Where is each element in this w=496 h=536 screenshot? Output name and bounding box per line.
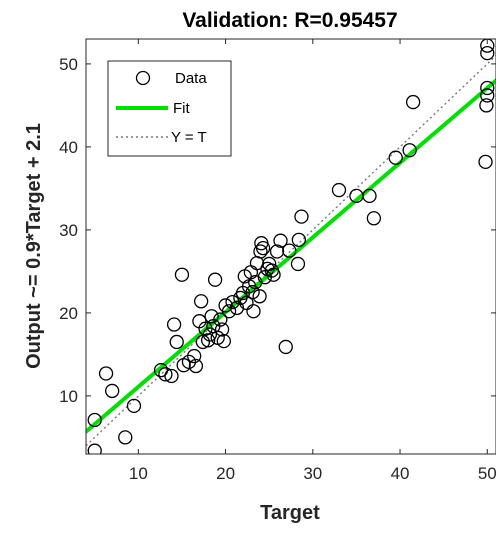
data-point [480, 88, 495, 103]
data-point [164, 368, 179, 384]
data-point [188, 358, 204, 374]
data-point [402, 143, 417, 158]
fit-line [86, 77, 496, 435]
data-point [290, 256, 306, 272]
data-point [480, 45, 495, 61]
data-point [480, 80, 495, 96]
data-point [266, 267, 281, 282]
data-points [87, 39, 495, 454]
data-point [294, 209, 309, 224]
data-point [388, 150, 403, 165]
data-point [405, 94, 421, 110]
data-point [202, 327, 218, 342]
legend-data-label: Data [175, 70, 207, 87]
plot-frame [85, 38, 496, 455]
data-point [200, 333, 216, 348]
data-point [478, 154, 493, 169]
data-point [98, 366, 114, 381]
x-tick-label: 50 [478, 464, 496, 483]
data-point [291, 232, 307, 248]
data-point [87, 443, 102, 454]
y-tick-label: 40 [59, 138, 78, 157]
data-point [362, 188, 377, 204]
data-point [216, 333, 231, 349]
data-point [204, 309, 219, 324]
data-point [87, 412, 102, 428]
data-point [253, 244, 268, 259]
y-tick-label: 30 [59, 221, 78, 240]
data-point [214, 322, 230, 337]
y-tick-label: 20 [59, 304, 78, 323]
data-point [158, 367, 173, 382]
x-tick-label: 30 [303, 464, 322, 483]
data-point [213, 312, 228, 327]
data-point [366, 211, 382, 226]
x-tick-label: 20 [216, 464, 235, 483]
x-tick-label: 40 [391, 464, 410, 483]
axis-ticks: 10 20 30 40 50 10 20 30 40 50 [59, 39, 496, 483]
data-point [126, 398, 142, 414]
data-point [187, 348, 202, 364]
data-point [239, 295, 254, 311]
y-axis-label: Output ~= 0.9*Target + 2.1 [23, 123, 45, 369]
data-point [246, 304, 261, 319]
data-point [479, 98, 494, 113]
data-point [278, 339, 293, 355]
data-point [118, 430, 133, 445]
legend-identity-label: Y = T [171, 129, 207, 146]
legend: Data Fit Y = T [107, 60, 232, 157]
data-point [269, 244, 285, 259]
data-point [221, 304, 237, 319]
data-point [255, 241, 271, 256]
data-point [105, 383, 120, 399]
y-tick-label: 50 [59, 55, 78, 74]
data-point [174, 267, 190, 282]
data-point [193, 294, 209, 309]
data-point [169, 334, 184, 350]
chart-title: Validation: R=0.95457 [182, 9, 397, 32]
data-point [166, 317, 182, 332]
data-point [282, 243, 297, 258]
identity-line [86, 55, 496, 447]
legend-box [107, 60, 232, 157]
x-axis-label: Target [260, 502, 320, 524]
data-point [245, 284, 260, 300]
data-point [273, 233, 288, 248]
legend-fit-label: Fit [173, 100, 190, 117]
y-tick-label: 10 [59, 387, 78, 406]
legend-data-marker [135, 70, 151, 86]
x-tick-label: 10 [129, 464, 148, 483]
data-point [252, 289, 267, 304]
data-point [331, 182, 347, 198]
data-point [207, 272, 223, 287]
